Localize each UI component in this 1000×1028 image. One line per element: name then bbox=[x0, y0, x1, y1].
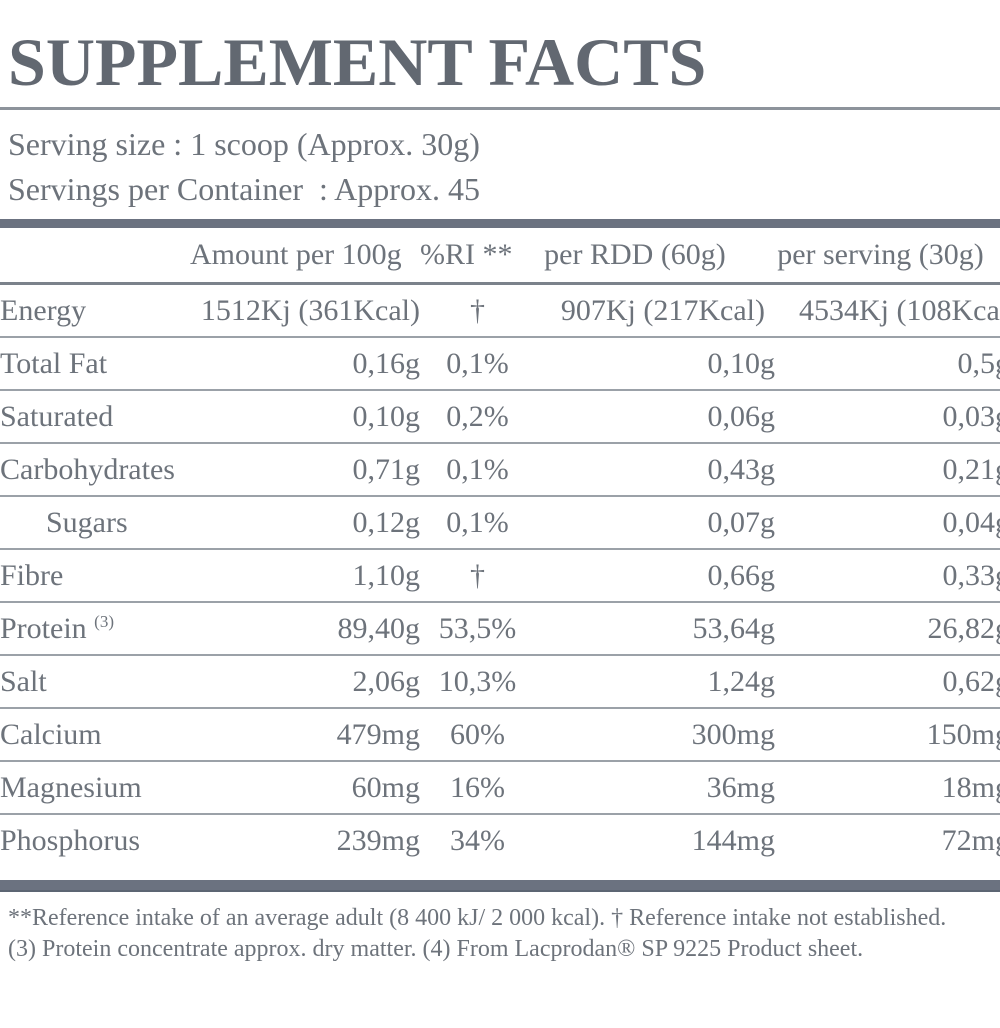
table-row-carbohydrates: Carbohydrates 0,71g 0,1% 0,43g 0,21g bbox=[0, 442, 1000, 496]
per-serving-value: 26,82g bbox=[775, 601, 1000, 655]
nutrient-name: Carbohydrates bbox=[0, 442, 190, 496]
per-serving-value: 72mg bbox=[775, 813, 1000, 866]
table-row-protein: Protein (3) 89,40g 53,5% 53,64g 26,82g bbox=[0, 601, 1000, 655]
amount-per-100g-value: 60mg bbox=[190, 760, 420, 814]
ri-percent-value: 0,1% bbox=[420, 336, 535, 390]
nutrient-name-text: Protein bbox=[0, 611, 87, 645]
amount-per-100g-value: 2,06g bbox=[190, 654, 420, 708]
nutrient-name: Magnesium bbox=[0, 760, 190, 814]
amount-per-100g-value: 479mg bbox=[190, 707, 420, 761]
table-row-fibre: Fibre 1,10g † 0,66g 0,33g bbox=[0, 548, 1000, 602]
footnotes: **Reference intake of an average adult (… bbox=[8, 903, 1000, 965]
ri-percent-value: 0,1% bbox=[420, 495, 535, 549]
per-serving-value: 0,62g bbox=[775, 654, 1000, 708]
per-serving-value: 0,03g bbox=[775, 389, 1000, 443]
amount-per-100g-value: 0,10g bbox=[190, 389, 420, 443]
nutrition-table: Amount per 100g %RI ** per RDD (60g) per… bbox=[0, 228, 1000, 866]
footnote-protein-source: (3) Protein concentrate approx. dry matt… bbox=[8, 936, 864, 962]
ri-percent-value: 0,2% bbox=[420, 389, 535, 443]
per-rdd-value: 36mg bbox=[535, 760, 775, 814]
column-header-nutrient bbox=[0, 228, 190, 285]
per-rdd-value: 907Kj (217Kcal) bbox=[560, 293, 765, 327]
amount-per-100g-value: 239mg bbox=[190, 813, 420, 866]
ri-percent-value: 60% bbox=[420, 707, 535, 761]
per-rdd-value: 0,06g bbox=[535, 389, 775, 443]
table-row-total-fat: Total Fat 0,16g 0,1% 0,10g 0,5g bbox=[0, 336, 1000, 390]
ri-percent-value: 0,1% bbox=[420, 442, 535, 496]
per-rdd-value: 0,07g bbox=[535, 495, 775, 549]
protein-footnote-marker: (3) bbox=[94, 611, 114, 631]
supplement-facts-panel: SUPPLEMENT FACTS Serving size : 1 scoop … bbox=[0, 28, 1000, 965]
ri-percent-value: † bbox=[420, 548, 535, 602]
serving-size-line: Serving size : 1 scoop (Approx. 30g) bbox=[8, 126, 480, 162]
per-serving-value: 0,21g bbox=[775, 442, 1000, 496]
table-row-magnesium: Magnesium 60mg 16% 36mg 18mg bbox=[0, 760, 1000, 814]
nutrient-name: Salt bbox=[0, 654, 190, 708]
column-header-per-serving: per serving (30g) bbox=[775, 228, 1000, 285]
table-row-saturated: Saturated 0,10g 0,2% 0,06g 0,03g bbox=[0, 389, 1000, 443]
nutrient-name: Fibre bbox=[0, 548, 190, 602]
footnote-reference-intake: **Reference intake of an average adult (… bbox=[8, 905, 947, 931]
per-serving-value: 0,04g bbox=[775, 495, 1000, 549]
per-rdd-value: 0,43g bbox=[535, 442, 775, 496]
servings-per-container-line: Servings per Container : Approx. 45 bbox=[8, 171, 480, 207]
nutrient-name: Calcium bbox=[0, 707, 190, 761]
nutrient-name: Saturated bbox=[0, 389, 190, 443]
nutrient-name: Energy bbox=[0, 293, 87, 327]
per-serving-value: 0,33g bbox=[775, 548, 1000, 602]
amount-per-100g-value: 1512Kj (361Kcal) bbox=[200, 293, 420, 327]
per-serving-value: 4534Kj (108Kcal) bbox=[799, 293, 1000, 327]
amount-per-100g-value: 1,10g bbox=[190, 548, 420, 602]
nutrient-name: Protein (3) bbox=[0, 601, 190, 655]
per-rdd-value: 0,66g bbox=[535, 548, 775, 602]
table-bottom-bar bbox=[0, 880, 1000, 892]
title-divider bbox=[0, 107, 1000, 110]
per-serving-value: 0,5g bbox=[775, 336, 1000, 390]
table-row-energy: Energy 1512Kj (361Kcal) † 907Kj (217Kcal… bbox=[0, 284, 1000, 338]
per-serving-value: 150mg bbox=[775, 707, 1000, 761]
ri-percent-value: 34% bbox=[420, 813, 535, 866]
per-rdd-value: 0,10g bbox=[535, 336, 775, 390]
amount-per-100g-value: 0,71g bbox=[190, 442, 420, 496]
column-header-ri-percent: %RI ** bbox=[420, 228, 535, 285]
table-row-salt: Salt 2,06g 10,3% 1,24g 0,62g bbox=[0, 654, 1000, 708]
ri-percent-value: † bbox=[470, 293, 485, 327]
nutrient-name: Sugars bbox=[0, 495, 190, 549]
column-header-per-rdd: per RDD (60g) bbox=[535, 228, 775, 285]
ri-percent-value: 53,5% bbox=[420, 601, 535, 655]
table-top-bar bbox=[0, 219, 1000, 228]
amount-per-100g-value: 0,16g bbox=[190, 336, 420, 390]
per-rdd-value: 1,24g bbox=[535, 654, 775, 708]
per-rdd-value: 300mg bbox=[535, 707, 775, 761]
header-row: Amount per 100g %RI ** per RDD (60g) per… bbox=[0, 228, 1000, 285]
amount-per-100g-value: 0,12g bbox=[190, 495, 420, 549]
per-serving-value: 18mg bbox=[775, 760, 1000, 814]
table-row-sugars: Sugars 0,12g 0,1% 0,07g 0,04g bbox=[0, 495, 1000, 549]
ri-percent-value: 16% bbox=[420, 760, 535, 814]
nutrient-name: Phosphorus bbox=[0, 813, 190, 866]
ri-percent-value: 10,3% bbox=[420, 654, 535, 708]
amount-per-100g-value: 89,40g bbox=[190, 601, 420, 655]
page-title: SUPPLEMENT FACTS bbox=[8, 24, 707, 100]
nutrient-name: Total Fat bbox=[0, 336, 190, 390]
column-header-amount-per-100g: Amount per 100g bbox=[190, 228, 420, 285]
per-rdd-value: 144mg bbox=[535, 813, 775, 866]
per-rdd-value: 53,64g bbox=[535, 601, 775, 655]
table-row-phosphorus: Phosphorus 239mg 34% 144mg 72mg bbox=[0, 813, 1000, 866]
table-row-calcium: Calcium 479mg 60% 300mg 150mg bbox=[0, 707, 1000, 761]
